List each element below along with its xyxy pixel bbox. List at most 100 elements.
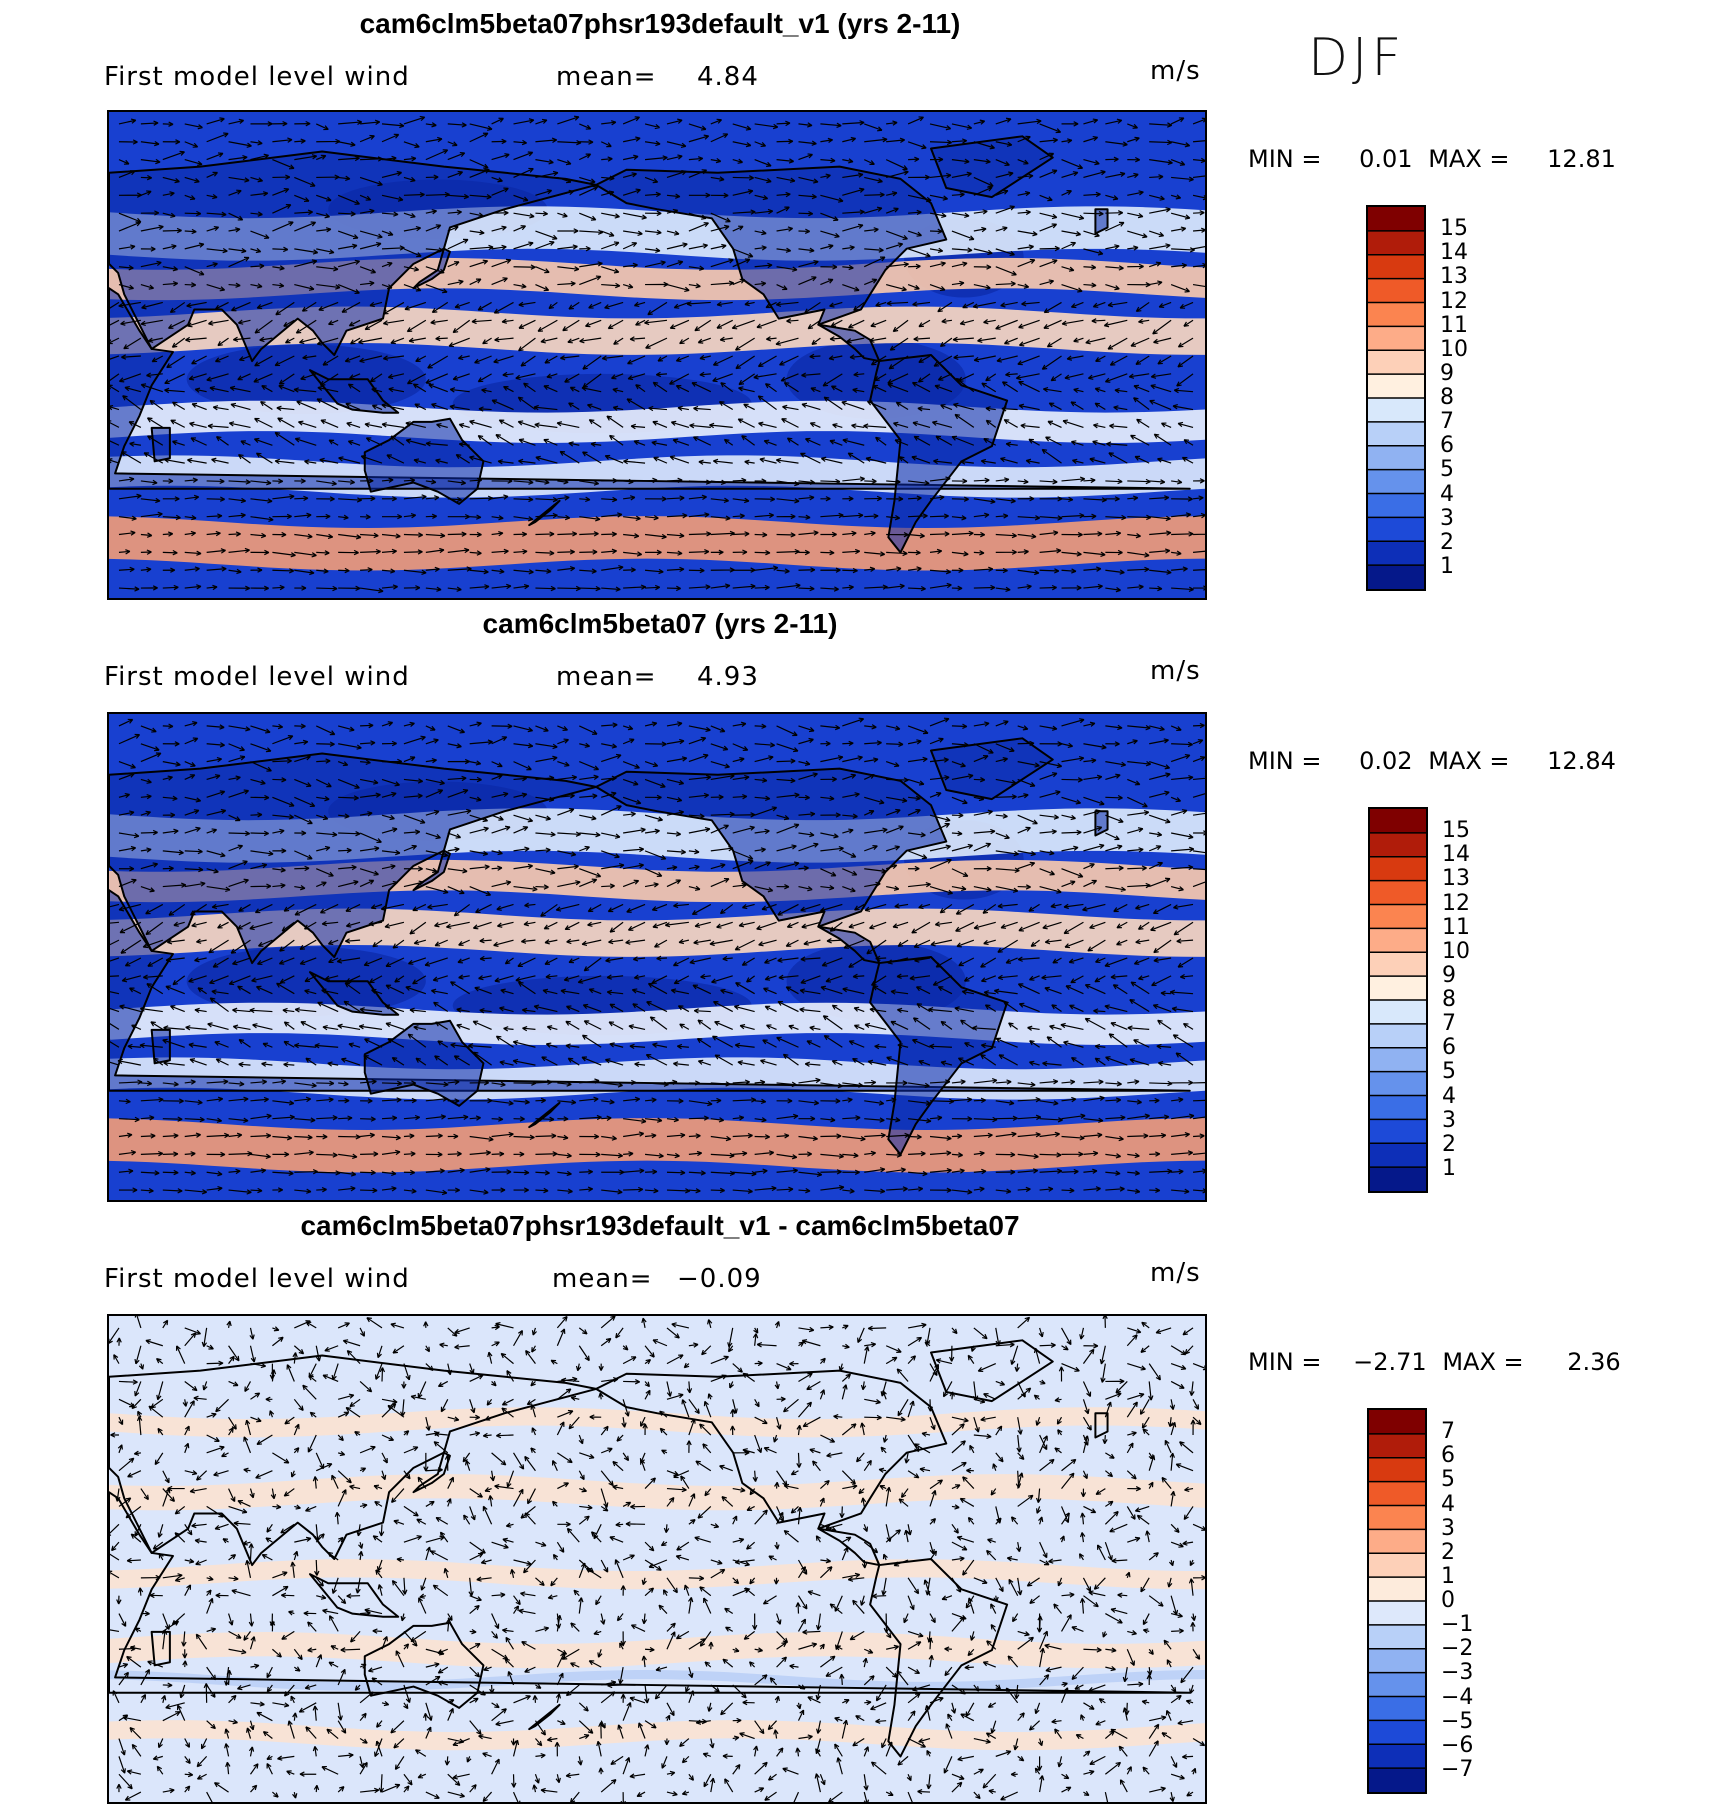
colorbar-tick-label: 0 xyxy=(1441,1588,1455,1613)
colorbar-swatch xyxy=(1370,928,1426,953)
panel-3-units: m/s xyxy=(1150,1258,1201,1288)
colorbar-swatch xyxy=(1368,565,1424,589)
colorbar-swatch xyxy=(1370,1167,1426,1191)
colorbar-tick-label: 9 xyxy=(1440,360,1454,386)
colorbar-tick-label: 10 xyxy=(1442,938,1470,964)
colorbar-swatch xyxy=(1369,1577,1425,1602)
colorbar-swatch xyxy=(1368,374,1424,399)
colorbar-swatch xyxy=(1370,904,1426,929)
panel-1-mean-value: 4.84 xyxy=(697,62,759,92)
colorbar-swatch xyxy=(1368,445,1424,471)
colorbar-tick-label: 15 xyxy=(1440,216,1468,242)
continent-nz xyxy=(528,1703,561,1731)
colorbar-tick-label: 4 xyxy=(1440,481,1454,507)
panel-2-units: m/s xyxy=(1150,656,1201,686)
colorbar-tick-label: 8 xyxy=(1442,987,1456,1012)
colorbar-tick-label: −7 xyxy=(1441,1756,1474,1782)
colorbar-tick-label: 14 xyxy=(1440,240,1468,266)
colorbar-swatch xyxy=(1369,1529,1425,1554)
panel-1-variable: First model level wind xyxy=(104,62,410,92)
colorbar-tick-label: 2 xyxy=(1441,1539,1455,1565)
continent-centralamerica xyxy=(817,925,881,965)
colorbar-swatch xyxy=(1369,1672,1425,1698)
colorbar-tick-label: 1 xyxy=(1441,1563,1455,1589)
colorbar-swatch xyxy=(1370,809,1426,834)
colorbar-swatch xyxy=(1369,1624,1425,1650)
colorbar-tick-label: 13 xyxy=(1442,866,1470,892)
panel-2-map xyxy=(107,712,1207,1202)
panel-2-mean-label: mean= xyxy=(556,662,657,692)
colorbar-swatch xyxy=(1369,1744,1425,1769)
continent-northamerica xyxy=(595,1369,948,1530)
continent-southamerica xyxy=(869,956,1009,1156)
panel-2-minmax: MIN = 0.02 MAX = 12.84 xyxy=(1248,747,1616,775)
panel-2-map-svg xyxy=(109,714,1205,1200)
colorbar-swatch xyxy=(1370,832,1426,858)
colorbar-swatch xyxy=(1369,1720,1425,1745)
colorbar-tick-label: 14 xyxy=(1442,842,1470,868)
colorbar-tick-label: 11 xyxy=(1440,312,1468,338)
colorbar-swatch xyxy=(1368,398,1424,423)
panel-1-max-value: 12.81 xyxy=(1547,145,1616,173)
colorbar-tick-label: 2 xyxy=(1442,1131,1456,1157)
panel-1-min-value: 0.01 xyxy=(1359,145,1413,173)
colorbar-swatch xyxy=(1370,1095,1426,1120)
panel-1-max-label: MAX = xyxy=(1428,145,1510,173)
colorbar-tick-label: 2 xyxy=(1440,529,1454,555)
continent-southamerica xyxy=(869,354,1009,554)
colorbar-tick-label: 5 xyxy=(1441,1467,1455,1493)
continent-uk xyxy=(1094,208,1109,235)
colorbar-swatch xyxy=(1368,350,1424,375)
colorbar-tick-label: 1 xyxy=(1442,1155,1456,1181)
colorbar-tick-label: 1 xyxy=(1440,553,1454,579)
panel-2-colorbar xyxy=(1368,807,1428,1193)
colorbar-swatch xyxy=(1369,1457,1425,1483)
continent-greenland xyxy=(930,737,1054,801)
continent-greenland xyxy=(930,1339,1054,1403)
panel-3-mean-label: mean= xyxy=(552,1264,653,1294)
panel-2-max-value: 12.84 xyxy=(1547,747,1616,775)
colorbar-tick-label: −4 xyxy=(1441,1684,1474,1710)
panel-1-title: cam6clm5beta07phsr193default_v1 (yrs 2-1… xyxy=(359,8,961,39)
continent-japan xyxy=(412,247,451,290)
panel-3-map-svg xyxy=(109,1316,1205,1802)
continent-africa xyxy=(109,287,1191,490)
continent-southamerica xyxy=(869,1558,1009,1758)
colorbar-swatch xyxy=(1368,469,1424,495)
colorbar-tick-label: 7 xyxy=(1441,1419,1455,1445)
colorbar-tick-label: −1 xyxy=(1441,1612,1474,1638)
colorbar-swatch xyxy=(1368,326,1424,351)
colorbar-swatch xyxy=(1368,517,1424,542)
colorbar-tick-label: 13 xyxy=(1440,264,1468,290)
colorbar-swatch xyxy=(1368,230,1424,256)
continent-nz xyxy=(528,1101,561,1129)
colorbar-swatch xyxy=(1368,541,1424,566)
colorbar-tick-label: 3 xyxy=(1441,1515,1455,1541)
colorbar-tick-label: 4 xyxy=(1442,1083,1456,1109)
colorbar-swatch xyxy=(1369,1433,1425,1459)
colorbar-tick-label: 7 xyxy=(1442,1011,1456,1037)
panel-1-map-svg xyxy=(109,112,1205,598)
colorbar-tick-label: 4 xyxy=(1441,1491,1455,1517)
colorbar-tick-label: 12 xyxy=(1442,890,1470,916)
colorbar-tick-label: 3 xyxy=(1440,505,1454,531)
continent-australia xyxy=(363,1621,485,1709)
colorbar-tick-label: 9 xyxy=(1442,962,1456,988)
panel-1-units: m/s xyxy=(1150,56,1201,86)
colorbar-swatch xyxy=(1370,1023,1426,1049)
panel-2-max-label: MAX = xyxy=(1428,747,1510,775)
continent-northamerica xyxy=(595,767,948,928)
colorbar-tick-label: 3 xyxy=(1442,1107,1456,1133)
colorbar-swatch xyxy=(1370,880,1426,906)
colorbar-tick-label: 6 xyxy=(1442,1035,1456,1061)
panel-3-colorbar xyxy=(1367,1408,1427,1794)
colorbar-swatch xyxy=(1369,1696,1425,1721)
colorbar-swatch xyxy=(1369,1768,1425,1792)
colorbar-swatch xyxy=(1370,976,1426,1001)
colorbar-swatch xyxy=(1369,1601,1425,1626)
colorbar-tick-label: 10 xyxy=(1440,336,1468,362)
panel-2-min-value: 0.02 xyxy=(1359,747,1413,775)
continent-indonesia xyxy=(308,971,400,1016)
colorbar-swatch xyxy=(1369,1410,1425,1435)
panel-1-colorbar xyxy=(1366,205,1426,591)
